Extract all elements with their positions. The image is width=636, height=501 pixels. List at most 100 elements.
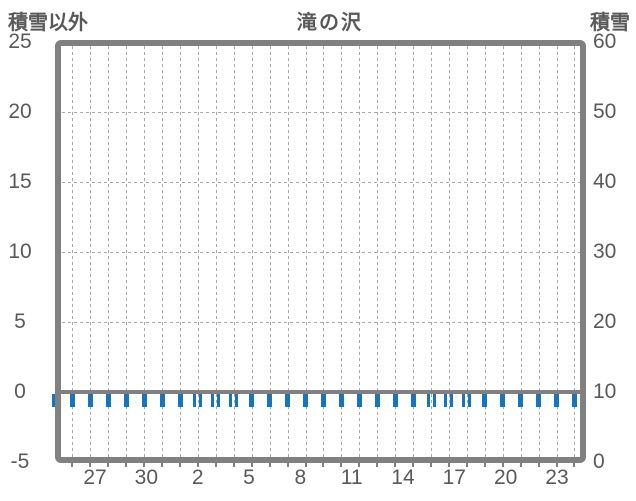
x-axis-tick-label: 27 <box>83 466 107 489</box>
gridline-vertical <box>252 46 253 457</box>
x-axis-tick <box>412 463 414 467</box>
gridline-vertical <box>485 46 486 457</box>
precip-bar <box>235 394 239 407</box>
x-axis-tick-label: 23 <box>545 466 569 489</box>
precip-bar <box>536 394 542 407</box>
left-axis-tick-label: 0 <box>14 380 26 403</box>
precip-bar <box>338 394 344 407</box>
gridline-vertical <box>503 46 504 457</box>
x-axis-tick-label: 30 <box>134 466 158 489</box>
gridline-horizontal <box>62 182 580 183</box>
x-axis-tick <box>161 463 163 467</box>
gridline-vertical <box>413 46 414 457</box>
gridline-vertical <box>126 46 127 457</box>
x-axis-tick <box>340 463 342 467</box>
precip-bar <box>450 394 454 407</box>
chart-title: 滝の沢 <box>297 12 363 34</box>
precip-bar <box>249 394 255 407</box>
x-axis-tick <box>143 463 145 467</box>
precip-bar <box>571 394 577 407</box>
x-axis-tick <box>394 463 396 467</box>
precip-bar <box>267 394 273 407</box>
x-axis-tick <box>502 463 504 467</box>
precip-bar <box>159 394 165 407</box>
gridline-horizontal <box>62 252 580 253</box>
left-axis-tick-label: -5 <box>10 450 30 473</box>
gridline-vertical <box>574 46 575 457</box>
precip-bar <box>87 394 93 407</box>
gridline-vertical <box>395 46 396 457</box>
gridline-vertical <box>359 46 360 457</box>
gridline-vertical <box>234 46 235 457</box>
precip-bar <box>462 394 466 407</box>
precip-bar <box>356 394 362 407</box>
precip-bar <box>482 394 488 407</box>
x-axis-tick <box>89 463 91 467</box>
gridline-vertical <box>90 46 91 457</box>
right-axis-tick-label: 10 <box>593 380 617 403</box>
precip-bar <box>426 394 430 407</box>
gridline-vertical <box>216 46 217 457</box>
x-axis-tick <box>179 463 181 467</box>
precip-bar <box>105 394 111 407</box>
precip-bar <box>468 394 472 407</box>
x-axis-tick <box>197 463 199 467</box>
precip-bar <box>141 394 147 407</box>
gridline-vertical <box>162 46 163 457</box>
x-axis-tick <box>466 463 468 467</box>
gridline-vertical <box>288 46 289 457</box>
left-axis-title: 積雪以外 <box>8 12 88 34</box>
x-axis-tick <box>520 463 522 467</box>
precip-bar <box>285 394 291 407</box>
x-axis-tick <box>215 463 217 467</box>
precip-bar <box>554 394 560 407</box>
precip-bar <box>374 394 380 407</box>
x-axis-tick <box>322 463 324 467</box>
gridline-vertical <box>198 46 199 457</box>
right-axis-tick-label: 60 <box>593 30 617 53</box>
gridline-vertical <box>467 46 468 457</box>
precip-bar <box>229 394 233 407</box>
gridline-vertical <box>306 46 307 457</box>
x-axis-tick <box>538 463 540 467</box>
right-axis-title: 積雪 <box>590 12 630 34</box>
precip-bar <box>518 394 524 407</box>
gridline-vertical <box>72 46 73 457</box>
x-axis-tick-label: 5 <box>243 466 255 489</box>
right-axis-tick-label: 20 <box>593 310 617 333</box>
precip-bar <box>444 394 448 407</box>
precip-bar <box>69 394 75 407</box>
x-axis-tick <box>448 463 450 467</box>
right-axis-tick-label: 50 <box>593 100 617 123</box>
left-axis-tick-label: 15 <box>8 170 32 193</box>
x-axis-tick-label: 2 <box>191 466 204 489</box>
x-axis-tick <box>358 463 360 467</box>
precip-bar <box>392 394 398 407</box>
precip-bar <box>500 394 506 407</box>
x-axis-tick <box>573 463 575 467</box>
right-axis-tick-label: 0 <box>593 450 605 473</box>
precip-bar <box>432 394 436 407</box>
gridline-horizontal <box>62 112 580 113</box>
x-axis-tick-label: 14 <box>391 466 415 489</box>
precip-bar <box>217 394 221 407</box>
gridline-vertical <box>431 46 432 457</box>
left-axis-tick-label: 10 <box>8 240 32 263</box>
precip-bar <box>211 394 215 407</box>
x-axis-tick <box>125 463 127 467</box>
x-axis-tick-label: 11 <box>340 466 363 489</box>
x-axis-tick-label: 20 <box>493 466 518 489</box>
gridline-horizontal <box>62 322 580 323</box>
x-axis-tick <box>71 463 73 467</box>
gridline-vertical <box>341 46 342 457</box>
precip-bar <box>177 394 183 407</box>
left-axis-tick-label: 20 <box>8 100 32 123</box>
x-axis-tick <box>251 463 253 467</box>
x-axis-tick <box>107 463 109 467</box>
gridline-vertical <box>521 46 522 457</box>
right-axis-tick-label: 30 <box>593 240 617 263</box>
x-axis-tick <box>430 463 432 467</box>
x-axis-tick <box>269 463 271 467</box>
x-axis-tick <box>376 463 378 467</box>
